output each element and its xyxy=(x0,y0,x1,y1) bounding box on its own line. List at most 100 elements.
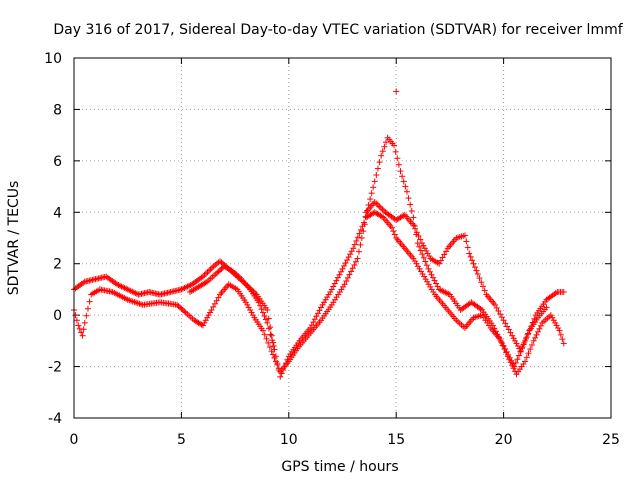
data-point xyxy=(370,184,377,191)
data-point xyxy=(349,265,356,272)
data-point xyxy=(513,340,520,347)
data-point xyxy=(496,335,503,342)
data-point xyxy=(393,88,400,95)
data-point xyxy=(413,229,420,236)
data-point xyxy=(206,267,213,274)
data-point xyxy=(213,297,220,304)
data-point xyxy=(528,341,535,348)
data-point xyxy=(376,203,383,210)
data-point xyxy=(428,271,435,278)
data-point xyxy=(361,221,368,228)
data-point xyxy=(522,358,529,365)
data-point xyxy=(261,331,268,338)
data-point xyxy=(512,337,519,344)
data-point xyxy=(267,331,274,338)
data-point xyxy=(181,308,188,315)
data-point xyxy=(268,332,275,339)
data-point xyxy=(479,283,486,290)
data-point xyxy=(543,304,550,311)
data-point xyxy=(81,319,88,326)
data-point xyxy=(333,277,340,284)
data-point xyxy=(514,356,521,363)
data-point xyxy=(75,322,82,329)
data-point xyxy=(516,345,523,352)
data-point xyxy=(201,319,208,326)
data-point xyxy=(357,241,364,248)
data-point xyxy=(555,325,562,331)
data-point xyxy=(367,196,374,203)
y-tick-label: 10 xyxy=(44,51,62,67)
data-point xyxy=(547,312,554,319)
data-point xyxy=(260,327,267,334)
data-point xyxy=(80,326,87,333)
data-point xyxy=(336,271,343,278)
data-point xyxy=(498,314,505,321)
data-point xyxy=(267,324,274,331)
data-point xyxy=(495,308,502,315)
data-point xyxy=(202,270,209,277)
x-tick-label: 15 xyxy=(387,432,405,448)
data-point xyxy=(270,343,277,349)
data-point xyxy=(419,251,426,258)
data-point xyxy=(353,237,360,244)
y-tick-label: 2 xyxy=(53,257,62,273)
data-point xyxy=(463,238,470,245)
data-point xyxy=(376,159,383,166)
data-point xyxy=(331,280,338,287)
data-point xyxy=(505,326,512,333)
data-point xyxy=(509,332,516,339)
data-point xyxy=(217,258,224,265)
y-tick-label: -2 xyxy=(48,360,62,376)
data-point xyxy=(358,235,365,241)
x-tick-label: 5 xyxy=(177,432,186,448)
data-point xyxy=(348,248,355,255)
data-point xyxy=(355,248,362,255)
data-point xyxy=(266,344,273,351)
x-tick-label: 25 xyxy=(602,432,620,448)
data-point xyxy=(525,350,532,357)
data-point xyxy=(345,254,352,261)
grid-lines xyxy=(74,58,611,418)
data-point xyxy=(371,178,378,185)
data-point xyxy=(205,312,212,319)
data-point xyxy=(416,243,423,250)
data-point xyxy=(515,352,522,359)
data-point xyxy=(532,334,539,341)
data-point xyxy=(379,206,386,213)
data-point xyxy=(559,336,566,343)
data-point xyxy=(272,358,279,365)
data-point xyxy=(342,259,349,266)
data-point xyxy=(509,362,516,369)
data-point xyxy=(248,309,255,316)
data-point xyxy=(348,268,355,275)
data-point xyxy=(481,287,488,294)
data-point xyxy=(492,301,499,308)
data-point xyxy=(506,356,513,363)
data-point xyxy=(407,201,414,208)
data-point xyxy=(499,342,506,349)
data-point xyxy=(415,232,422,239)
data-point xyxy=(502,320,509,327)
data-point xyxy=(410,214,417,221)
data-point xyxy=(265,315,272,322)
data-point xyxy=(175,303,182,310)
data-point xyxy=(354,234,361,241)
data-point xyxy=(507,329,514,336)
data-point xyxy=(314,310,321,317)
data-point xyxy=(556,327,563,334)
data-point xyxy=(441,251,448,258)
data-point xyxy=(316,307,323,314)
data-point xyxy=(549,314,556,321)
data-point xyxy=(257,302,264,309)
data-point xyxy=(503,349,510,356)
data-point xyxy=(258,306,265,313)
data-point xyxy=(382,139,389,146)
data-point xyxy=(274,361,281,368)
data-point xyxy=(436,260,443,267)
data-point xyxy=(215,294,222,301)
data-point xyxy=(394,155,401,162)
data-point xyxy=(550,317,557,324)
data-points xyxy=(71,88,567,380)
data-point xyxy=(391,142,398,149)
data-point xyxy=(523,354,530,361)
